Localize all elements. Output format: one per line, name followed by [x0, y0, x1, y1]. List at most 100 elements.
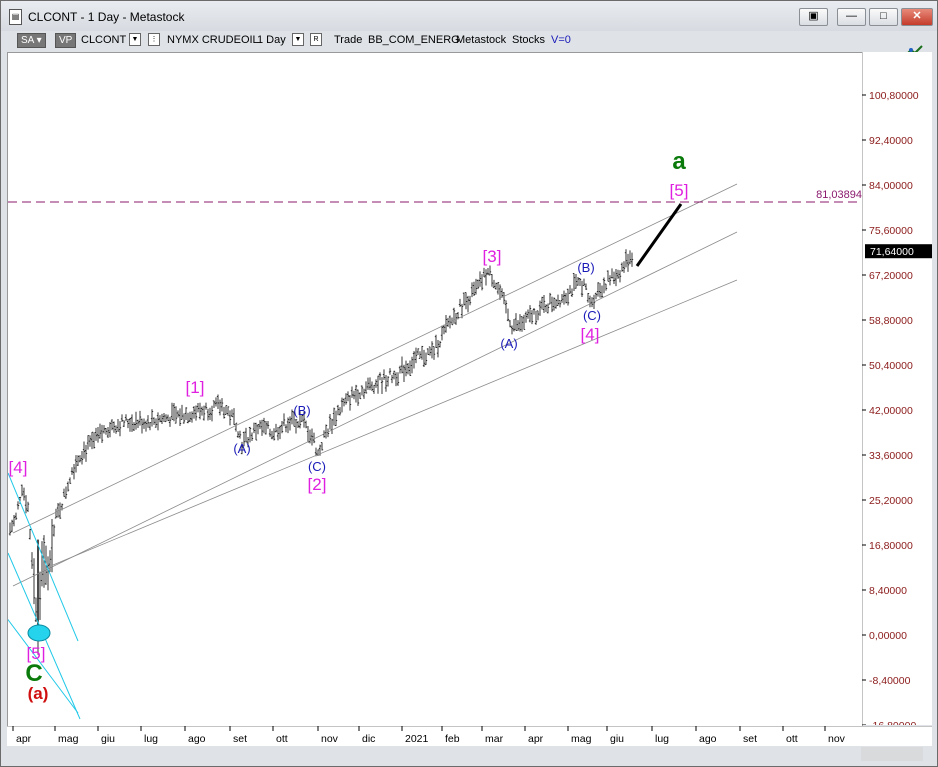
- price-bar: [200, 406, 204, 416]
- price-bar: [356, 389, 360, 406]
- price-bar: [552, 297, 556, 311]
- price-bar: [150, 409, 154, 427]
- price-bar: [62, 488, 66, 497]
- sa-button[interactable]: SA ▾: [17, 33, 46, 48]
- price-bar: [410, 356, 414, 374]
- price-bar: [496, 281, 500, 295]
- price-bar: [70, 467, 74, 475]
- price-bar: [212, 400, 216, 409]
- price-bar: [338, 407, 342, 416]
- price-bar: [618, 270, 622, 283]
- price-bar: [240, 441, 244, 455]
- price-bar: [474, 278, 478, 295]
- price-bar: [604, 283, 608, 291]
- instrument-list-icon[interactable]: ⋮: [148, 33, 160, 46]
- price-bar: [568, 285, 572, 294]
- price-bar: [154, 418, 158, 428]
- low-marker: [27, 624, 51, 642]
- price-bar: [374, 379, 378, 388]
- price-bar: [80, 451, 84, 465]
- price-bar: [520, 316, 524, 332]
- period-dropdown-icon[interactable]: ▼: [292, 33, 304, 46]
- price-bar: [416, 348, 420, 355]
- wave-label: (A): [233, 441, 250, 456]
- price-bar: [516, 320, 520, 331]
- price-bar: [426, 348, 430, 355]
- price-bar: [486, 267, 490, 276]
- price-bar: [440, 325, 444, 341]
- price-bar: [514, 313, 518, 331]
- price-bar: [234, 422, 238, 432]
- price-bar: [432, 346, 436, 360]
- price-bar: [472, 281, 476, 296]
- price-bar: [26, 501, 30, 513]
- price-bar: [532, 308, 536, 315]
- price-bar: [28, 528, 32, 540]
- price-bar: [582, 278, 586, 286]
- price-bar: [226, 406, 230, 416]
- price-bar: [208, 407, 212, 421]
- price-bar: [580, 280, 584, 297]
- price-bar: [196, 402, 200, 413]
- wave-label: [2]: [308, 475, 327, 494]
- refresh-icon[interactable]: R: [310, 33, 322, 46]
- price-bar: [206, 408, 210, 421]
- price-bar: [460, 303, 464, 319]
- price-bar: [400, 356, 404, 374]
- price-bar: [292, 411, 296, 427]
- price-bar: [22, 487, 26, 501]
- minimize-button[interactable]: —: [837, 8, 866, 26]
- price-bar: [96, 427, 100, 443]
- price-bar: [68, 477, 72, 484]
- price-tick-label: 8,40000: [869, 585, 907, 597]
- price-bar: [288, 416, 292, 431]
- symbol-dropdown-icon[interactable]: ▼: [129, 33, 141, 46]
- close-button[interactable]: ✕: [901, 8, 933, 26]
- price-bar: [82, 441, 86, 459]
- price-bar: [148, 422, 152, 431]
- price-bar: [550, 296, 554, 313]
- horizontal-scrollbar[interactable]: [861, 747, 923, 761]
- price-bar: [300, 414, 304, 423]
- time-tick-label: nov: [321, 733, 339, 745]
- price-bar: [54, 508, 58, 519]
- time-tick-label: set: [743, 733, 757, 745]
- wave-label: [5]: [670, 181, 689, 200]
- price-bar: [608, 275, 612, 286]
- wave-label: C: [25, 660, 42, 687]
- price-tick-label: 33,60000: [869, 450, 913, 462]
- vp-button[interactable]: VP: [55, 33, 77, 48]
- price-bar: [112, 421, 116, 433]
- price-bar: [560, 293, 564, 303]
- price-bar: [480, 274, 484, 291]
- price-bar: [522, 314, 526, 330]
- price-tick-label: 0,00000: [869, 630, 907, 642]
- restore-layout-icon[interactable]: ▣: [799, 8, 828, 26]
- price-bar: [116, 419, 120, 432]
- time-tick-label: nov: [828, 733, 846, 745]
- price-bar: [178, 408, 182, 427]
- price-bar: [138, 410, 142, 426]
- price-bar: [386, 376, 390, 387]
- price-bar: [464, 292, 468, 310]
- price-chart[interactable]: 81,03894[4][5]C(a)[1](A)(B)(C)[2][3](A)(…: [7, 52, 863, 727]
- price-bar: [46, 556, 50, 591]
- time-tick-label: giu: [101, 733, 115, 745]
- wave-label: (B): [577, 260, 594, 275]
- price-bar: [370, 381, 374, 391]
- price-bar: [136, 419, 140, 428]
- maximize-button[interactable]: □: [869, 8, 898, 26]
- wave-label: (a): [28, 684, 49, 703]
- price-bar: [40, 541, 44, 587]
- price-bar: [120, 414, 124, 423]
- price-bar: [404, 360, 408, 377]
- price-tick-label: 75,60000: [869, 225, 913, 237]
- price-bar: [126, 418, 130, 429]
- price-bar: [170, 402, 174, 420]
- exchange-label: NYMX CRUDEOIL: [167, 34, 259, 46]
- price-bar: [264, 421, 268, 435]
- price-bar: [198, 402, 202, 420]
- price-tick-label: 25,20000: [869, 495, 913, 507]
- channel-line: [12, 231, 738, 587]
- price-bar: [162, 412, 166, 422]
